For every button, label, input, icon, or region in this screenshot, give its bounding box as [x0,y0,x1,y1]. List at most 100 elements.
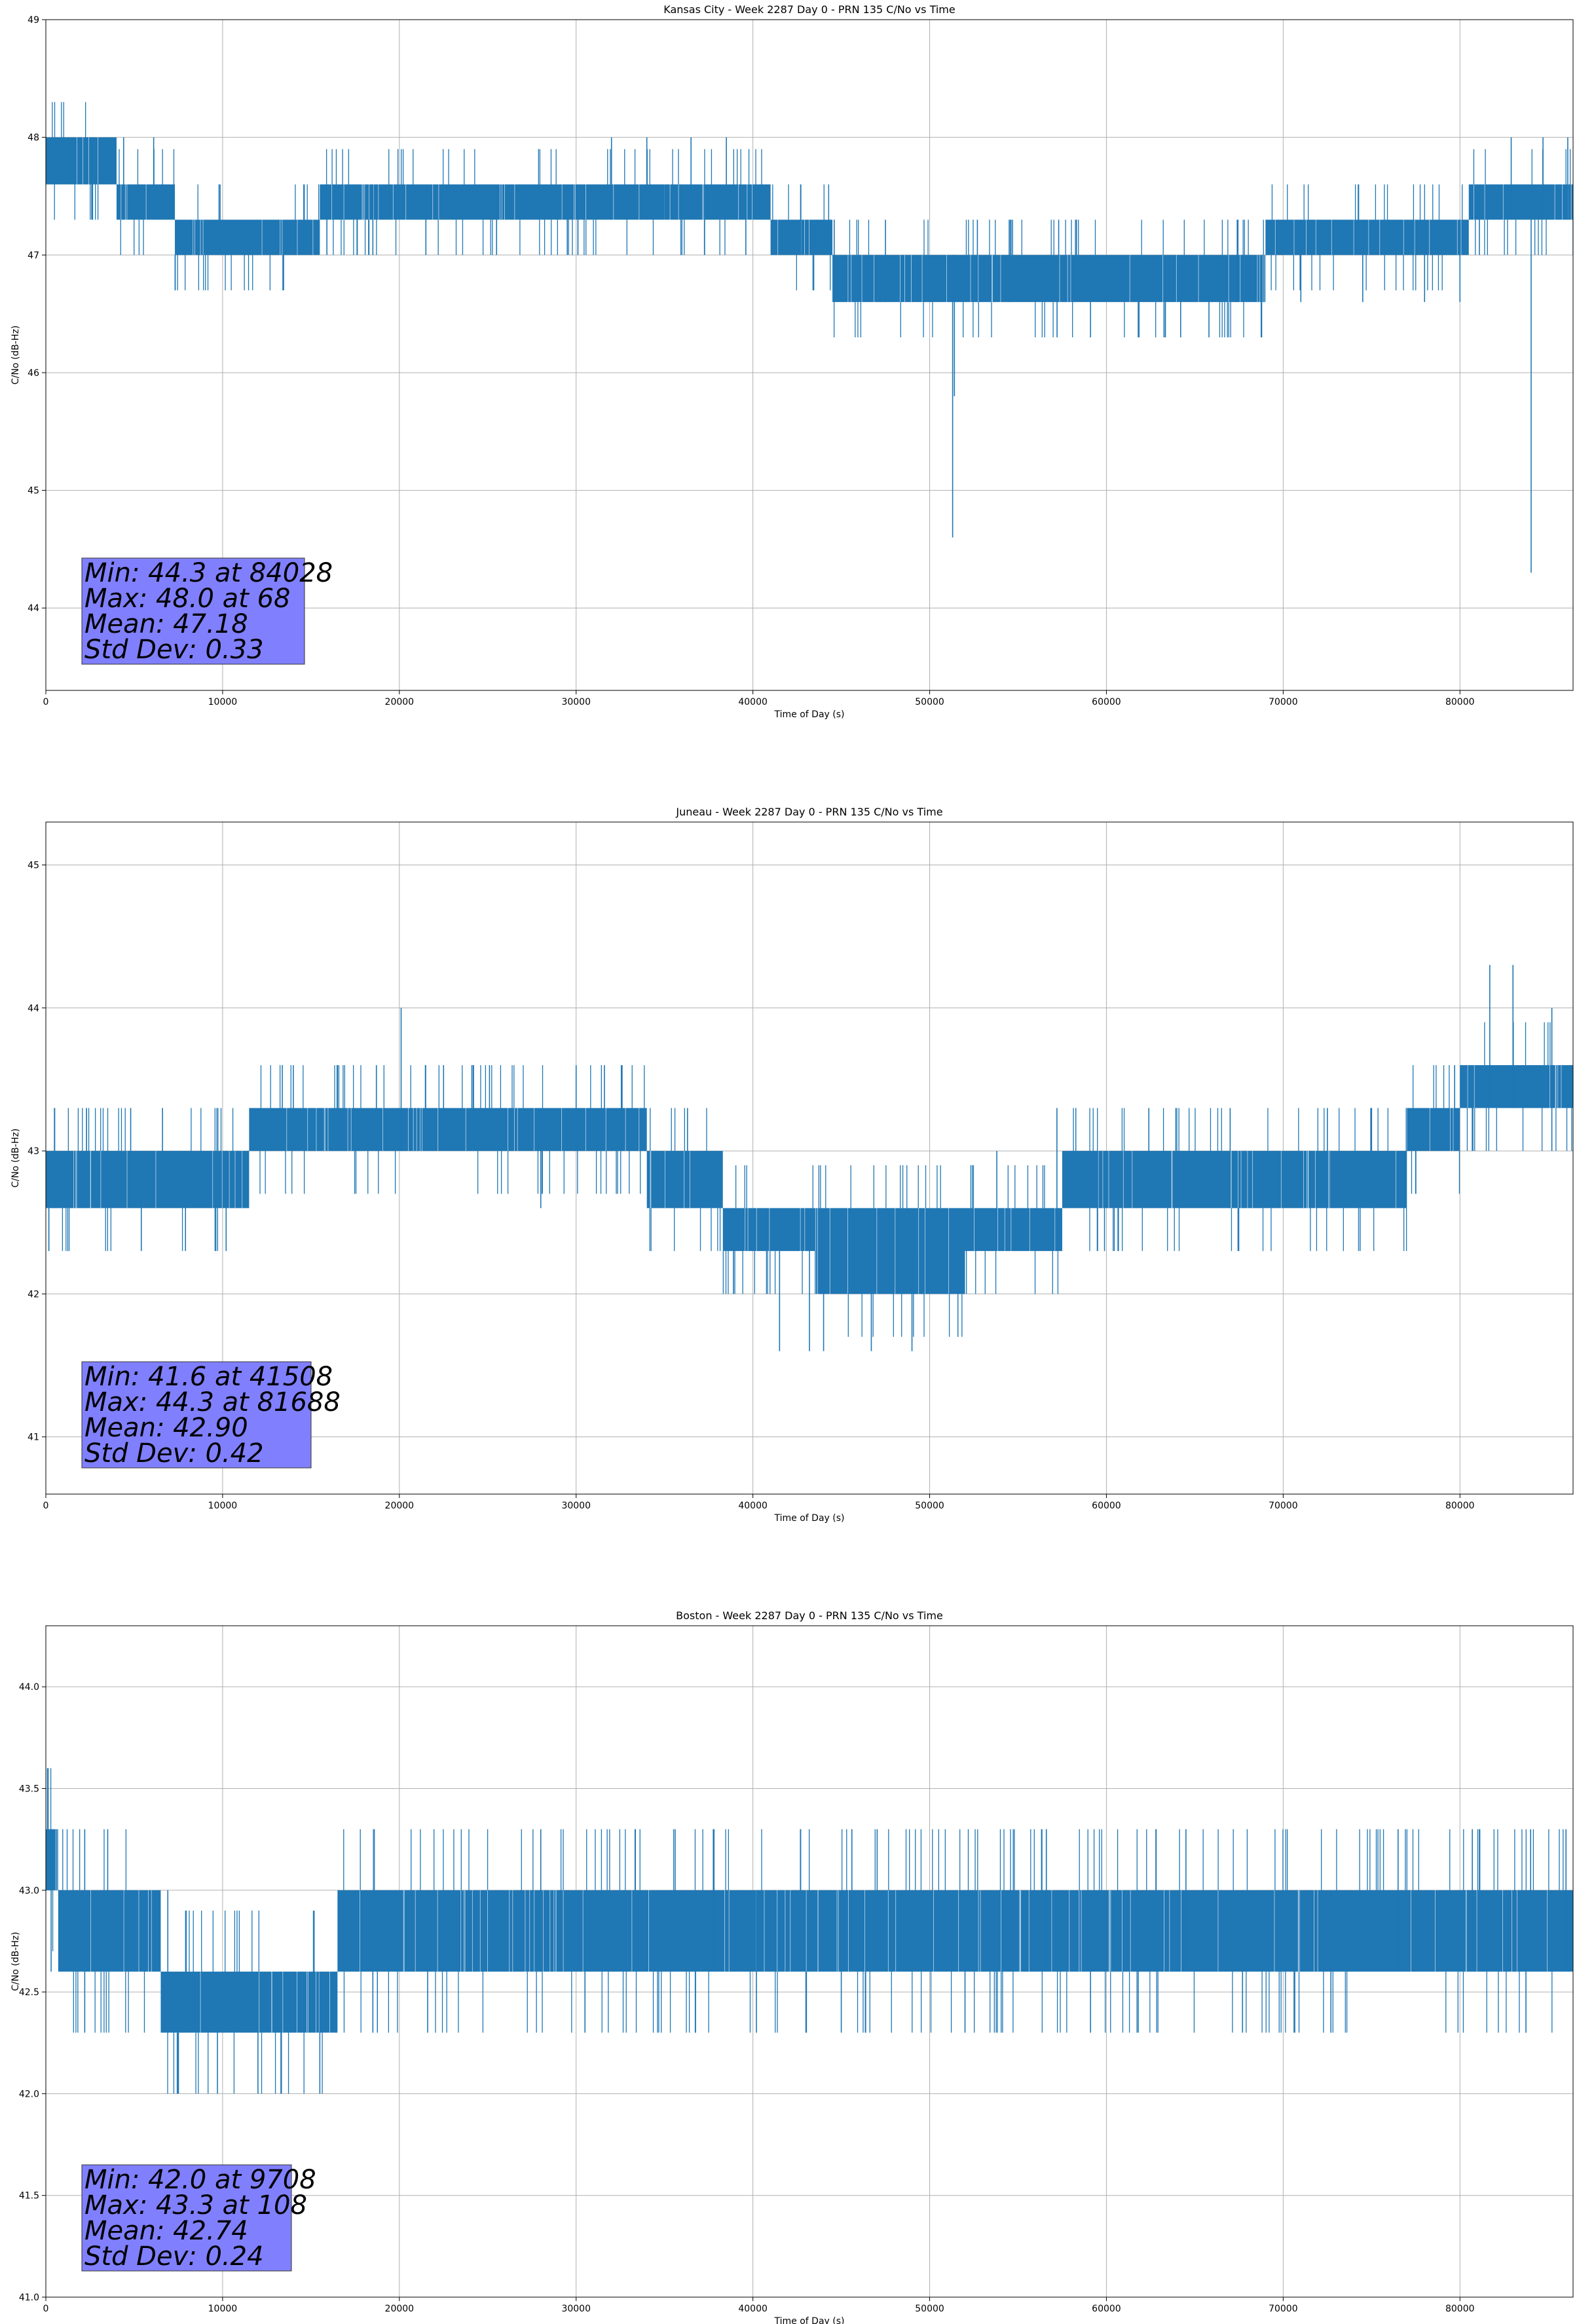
y-tick-label: 42.0 [19,2089,39,2099]
stats-line: Std Dev: 0.42 [84,1438,264,1469]
y-tick-label: 49 [28,15,39,26]
x-tick-label: 50000 [915,2304,944,2314]
stats-line: Min: 42.0 at 9708 [84,2165,316,2195]
y-axis-label: C/No (dB-Hz) [10,1932,21,1991]
data-series [46,1768,1573,2094]
stats-line: Max: 44.3 at 81688 [84,1387,341,1417]
data-band [320,184,665,220]
x-ticks: 0 10000 20000 30000 40000 50000 60000 70000 8000… [43,2297,1475,2314]
stats-line: Min: 41.6 at 41508 [84,1362,333,1392]
data-band [770,219,833,255]
x-tick-label: 60000 [1092,697,1121,707]
y-tick-label: 47 [28,250,39,261]
stats-box-bg [81,557,305,665]
stats-line: Mean: 47.18 [84,609,248,639]
x-tick-label: 60000 [1092,1501,1121,1511]
x-tick-label: 40000 [738,2304,768,2314]
x-tick-label: 60000 [1092,2304,1121,2314]
data-band [815,1208,965,1294]
x-tick-label: 20000 [385,1501,415,1511]
y-tick-label: 43.5 [19,1784,39,1794]
x-tick-label: 20000 [385,2304,415,2314]
x-tick-label: 80000 [1445,2304,1475,2314]
x-ticks: 0 10000 20000 30000 40000 50000 60000 70000 8000… [43,690,1475,707]
axes-frame [45,19,1574,691]
chart-panel-1: 0 10000 20000 30000 40000 50000 60000 70000 8000… [10,3,1574,720]
x-tick-label: 50000 [915,1501,944,1511]
x-tick-label: 50000 [915,697,944,707]
data-band [160,1972,338,2033]
data-band [646,1151,723,1209]
y-tick-label: 41.5 [19,2191,39,2202]
y-axis-label: C/No (dB-Hz) [10,1129,21,1188]
data-band [1407,1108,1460,1152]
axes-frame [45,1625,1574,2298]
y-tick-label: 44 [28,603,39,614]
x-tick-label: 80000 [1445,697,1475,707]
y-tick-label: 43.0 [19,1886,39,1896]
chart-title: Boston - Week 2287 Day 0 - PRN 135 C/No … [676,1609,943,1622]
data-band [664,184,771,220]
data-band [46,1151,250,1209]
y-tick-label: 43 [28,1146,39,1157]
x-tick-label: 0 [43,697,49,707]
data-band [1062,1151,1407,1209]
stats-line: Max: 48.0 at 68 [84,584,290,614]
x-tick-label: 10000 [208,1501,238,1511]
y-ticks: 44 45 46 47 48 49 [28,15,46,614]
data-band [46,137,117,185]
y-ticks: 41 42 43 44 45 [28,860,46,1443]
y-tick-label: 48 [28,133,39,143]
axes-frame [45,821,1574,1495]
stats-line: Mean: 42.90 [84,1413,248,1443]
y-tick-label: 41 [28,1433,39,1443]
data-band [175,219,320,255]
x-tick-label: 40000 [738,697,768,707]
y-axis-label: C/No (dB-Hz) [10,326,21,384]
data-band [46,1829,58,1890]
data-band [965,1208,1062,1251]
y-tick-label: 46 [28,368,39,379]
x-axis-label: Time of Day (s) [774,709,845,720]
stats-line: Std Dev: 0.33 [84,635,264,665]
y-ticks: 41.0 41.5 42.0 42.5 43.0 43.5 44.0 [19,1682,46,2303]
data-band [337,1890,1573,1972]
x-ticks: 0 10000 20000 30000 40000 50000 60000 70000 8000… [43,1494,1475,1511]
data-series [46,102,1573,573]
data-band [1265,219,1469,255]
stats-box-bg [81,2164,292,2272]
x-tick-label: 30000 [561,1501,591,1511]
x-tick-label: 70000 [1269,1501,1298,1511]
x-tick-label: 30000 [561,697,591,707]
x-tick-label: 10000 [208,697,238,707]
data-band [1460,1065,1573,1108]
x-tick-label: 40000 [738,1501,768,1511]
y-tick-label: 45 [28,486,39,497]
stats-line: Min: 44.3 at 84028 [84,558,333,588]
x-axis-label: Time of Day (s) [774,2316,845,2324]
data-series [46,965,1573,1351]
x-tick-label: 70000 [1269,697,1298,707]
x-tick-label: 10000 [208,2304,238,2314]
stats-box-bg [81,1361,312,1469]
data-band [722,1208,815,1251]
data-band [1468,184,1573,220]
stats-line: Max: 43.3 at 108 [84,2190,307,2221]
y-tick-label: 44 [28,1003,39,1014]
x-tick-label: 20000 [385,697,415,707]
y-tick-label: 41.0 [19,2293,39,2303]
x-tick-label: 0 [43,1501,49,1511]
x-tick-label: 70000 [1269,2304,1298,2314]
chart-title: Kansas City - Week 2287 Day 0 - PRN 135 … [663,3,955,16]
x-tick-label: 30000 [561,2304,591,2314]
x-tick-label: 80000 [1445,1501,1475,1511]
y-tick-label: 44.0 [19,1682,39,1693]
chart-panel-3: 0 10000 20000 30000 40000 50000 60000 70000 8000… [10,1609,1574,2324]
data-band [116,184,176,220]
stats-line: Std Dev: 0.24 [84,2241,264,2272]
chart-title: Juneau - Week 2287 Day 0 - PRN 135 C/No … [675,806,942,818]
